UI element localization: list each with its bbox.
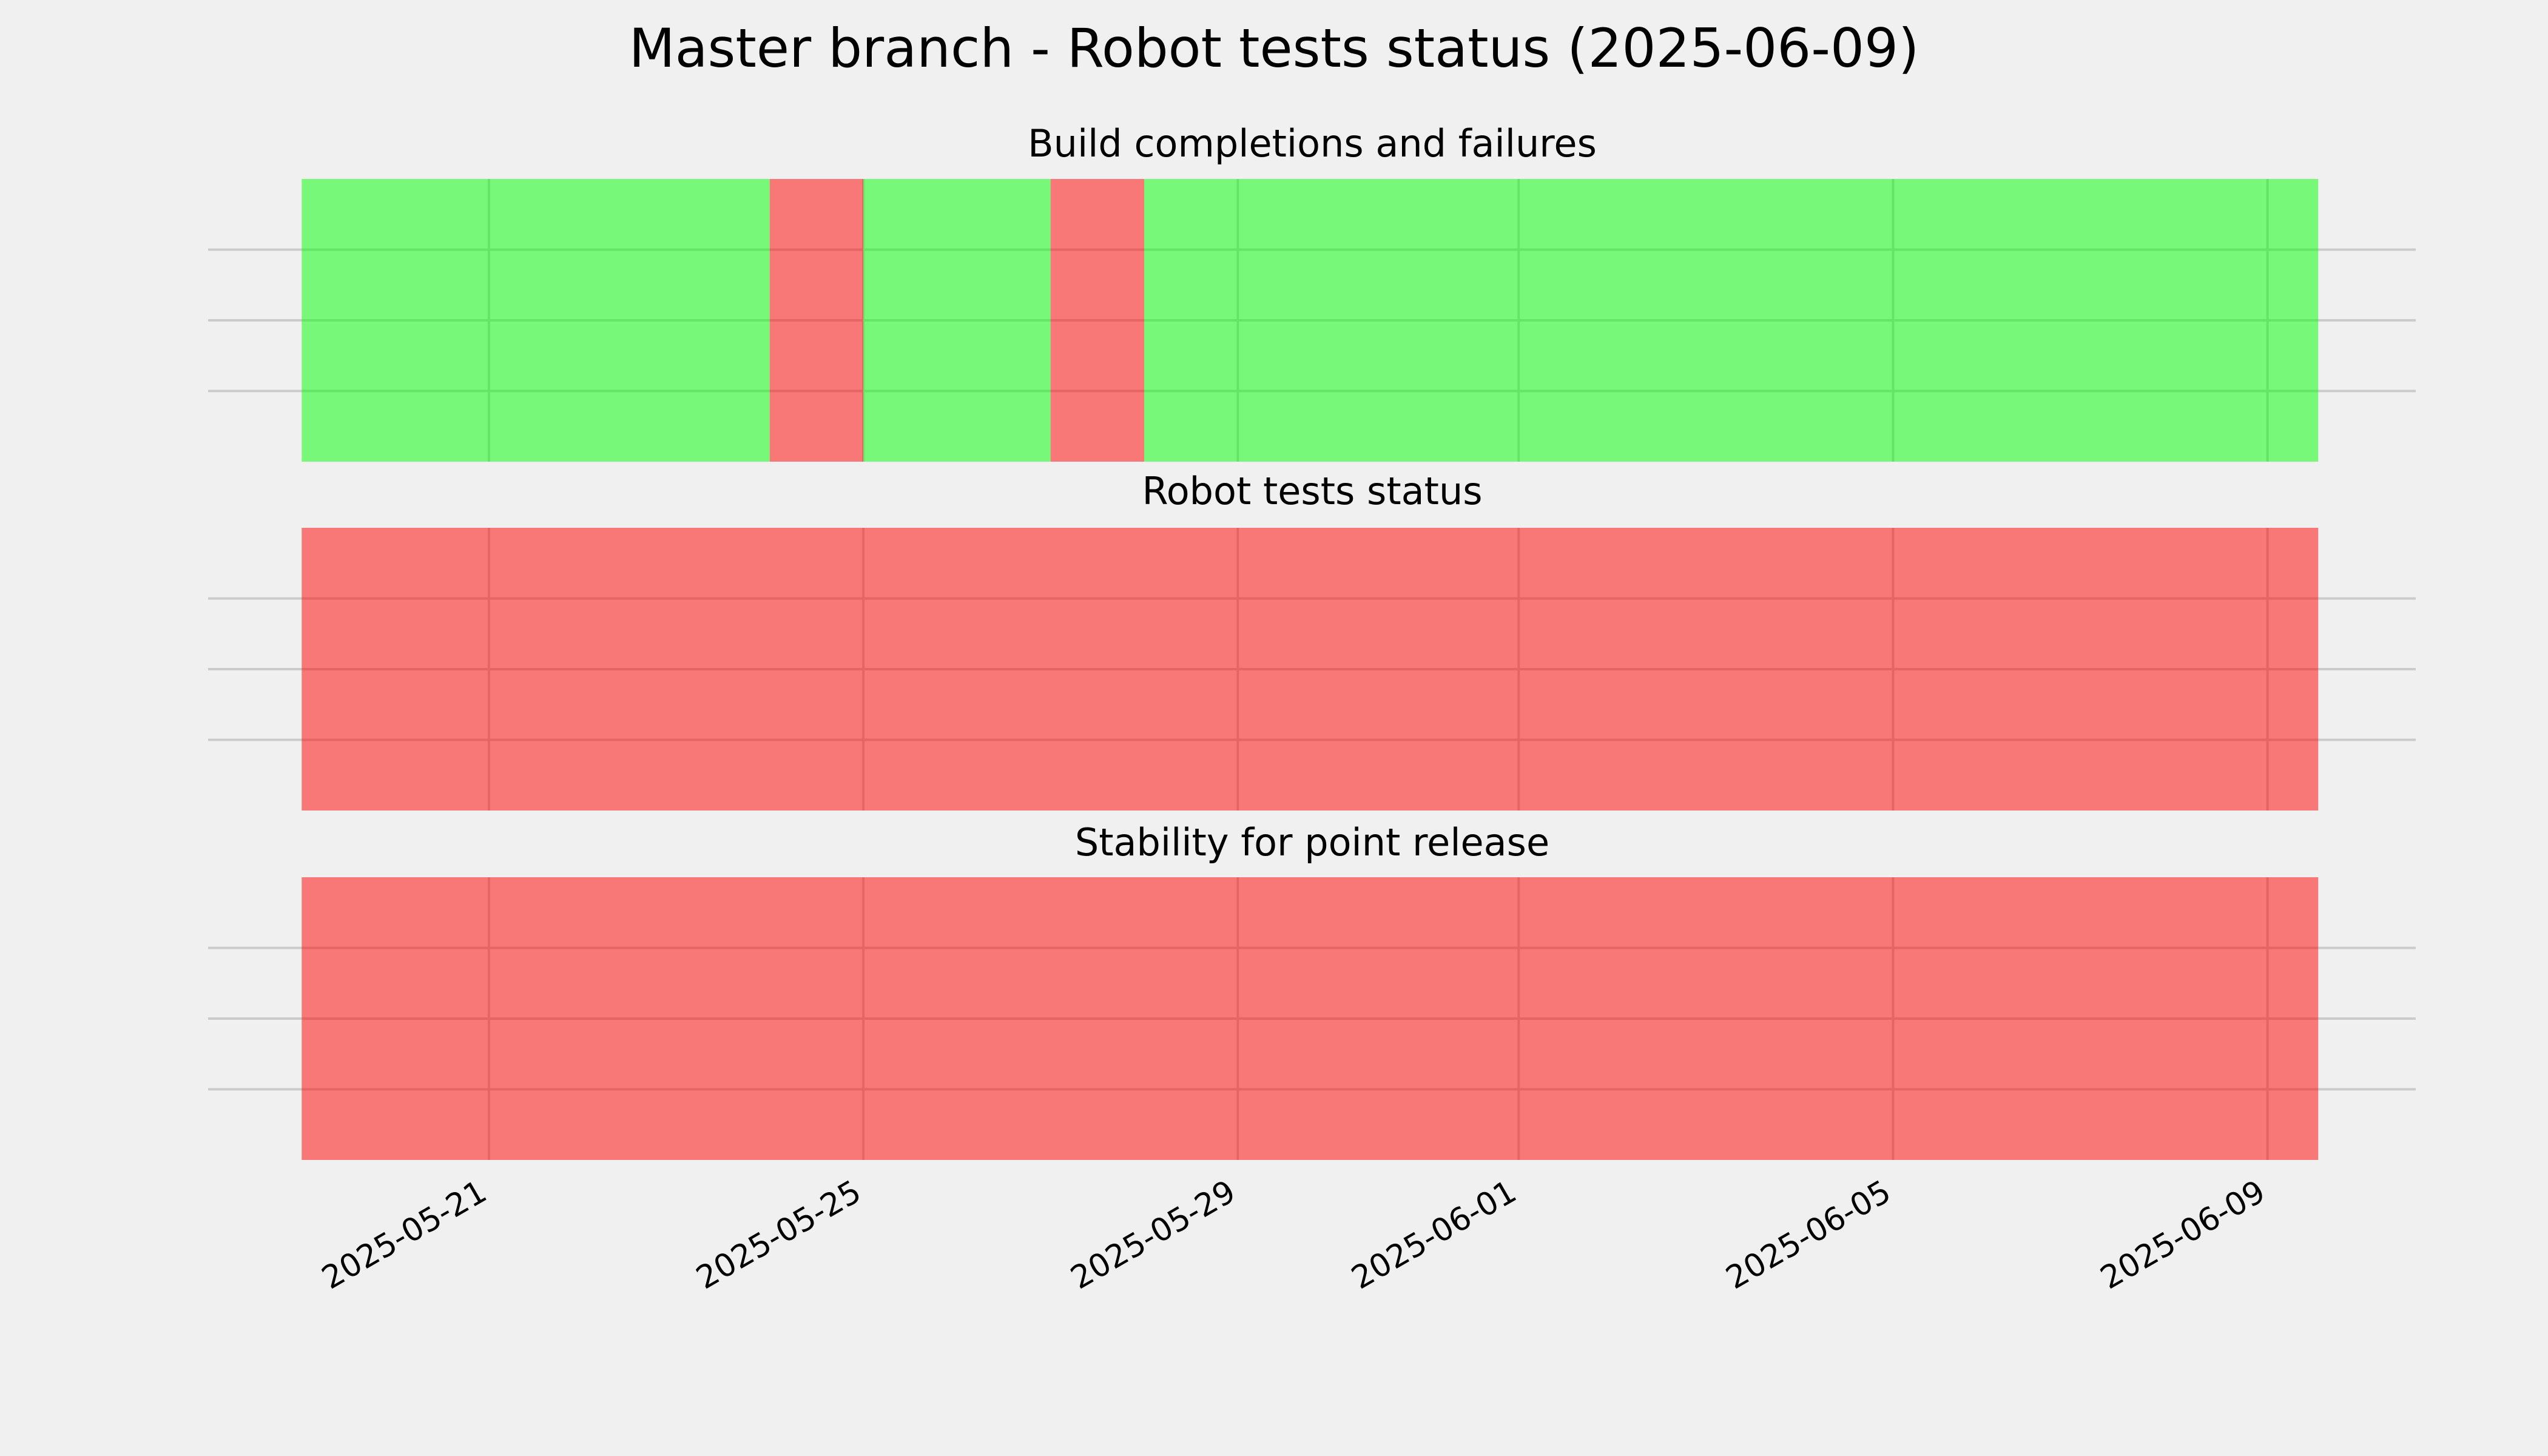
status-span (302, 179, 770, 462)
subplot-title: Robot tests status (1142, 469, 1482, 513)
status-span (1050, 179, 1145, 462)
subplot-title: Stability for point release (1075, 820, 1549, 864)
status-span (1144, 179, 2319, 462)
status-span (769, 179, 864, 462)
subplot-title: Build completions and failures (1028, 121, 1597, 166)
figure-title: Master branch - Robot tests status (2025… (629, 17, 1919, 79)
status-span (863, 179, 1051, 462)
status-span (302, 877, 2319, 1160)
status-span (302, 528, 2319, 811)
